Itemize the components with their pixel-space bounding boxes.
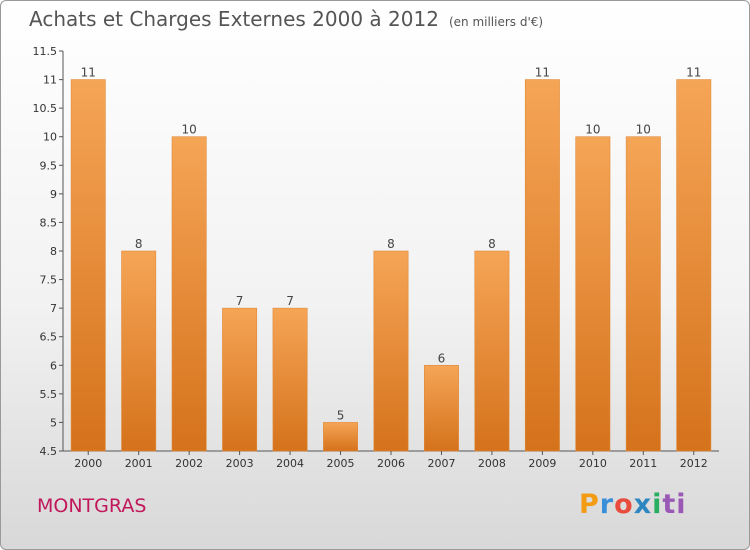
logo-letter: x [633,489,653,520]
bar-value-label: 7 [286,294,294,308]
bar-value-label: 8 [488,237,496,251]
y-tick-label: 5 [50,416,57,429]
y-tick-label: 10.5 [33,102,58,115]
y-tick-label: 6 [50,359,57,372]
x-tick-label: 2000 [74,457,102,470]
chart-unit: (en milliers d'€) [448,15,544,29]
y-tick-label: 10 [43,131,57,144]
bar-2010 [575,136,611,452]
x-tick-label: 2002 [175,457,203,470]
bar-value-label: 5 [337,408,345,422]
bar-2009 [524,79,560,452]
bar-value-label: 6 [438,351,446,365]
bar-2006 [373,250,409,452]
x-tick-label: 2011 [629,457,657,470]
proxiti-logo: Proxiti [579,489,687,520]
x-tick-label: 2003 [226,457,254,470]
x-tick-label: 2007 [427,457,455,470]
bar-2001 [121,250,157,452]
bar-value-label: 11 [535,66,550,80]
y-tick-label: 4.5 [40,445,58,458]
x-tick-label: 2001 [125,457,153,470]
bar-value-label: 10 [182,123,197,137]
commune-name: MONTGRAS [37,495,147,517]
bar-value-label: 8 [387,237,395,251]
bar-2007 [424,364,459,452]
bar-2011 [625,136,661,452]
logo-letter: o [614,489,634,520]
x-tick-label: 2006 [377,457,405,470]
bar-2008 [474,250,510,452]
y-tick-label: 7 [50,302,57,315]
bar-2003 [222,307,258,452]
bar-2012 [676,79,712,452]
y-tick-label: 5.5 [40,388,58,401]
chart-title-text: Achats et Charges Externes 2000 à 2012 [29,7,439,31]
bar-value-label: 10 [585,123,600,137]
x-tick-label: 2004 [276,457,304,470]
bar-2000 [70,79,106,452]
bar-value-label: 10 [636,123,651,137]
y-tick-label: 9.5 [40,159,58,172]
logo-letter: i [652,489,663,520]
bar-2002 [171,136,207,452]
x-tick-label: 2010 [579,457,607,470]
y-tick-label: 8.5 [40,216,58,229]
logo-letter: P [579,489,600,520]
chart-title: Achats et Charges Externes 2000 à 2012 (e… [29,7,543,31]
y-tick-label: 9 [50,188,57,201]
x-tick-label: 2008 [478,457,506,470]
bar-2004 [272,307,308,452]
y-tick-label: 8 [50,245,57,258]
bar-value-label: 11 [686,66,701,80]
x-tick-label: 2005 [327,457,355,470]
bar-value-label: 11 [81,66,96,80]
bar-value-label: 8 [135,237,143,251]
y-tick-label: 7.5 [40,274,58,287]
bar-2005 [323,422,358,452]
x-tick-label: 2009 [528,457,556,470]
logo-letter: ti [662,489,687,520]
y-tick-label: 6.5 [40,331,58,344]
y-tick-label: 11 [43,74,57,87]
y-tick-label: 11.5 [33,45,58,58]
logo-letter: r [599,489,615,520]
x-tick-label: 2012 [680,457,708,470]
bar-value-label: 7 [236,294,244,308]
